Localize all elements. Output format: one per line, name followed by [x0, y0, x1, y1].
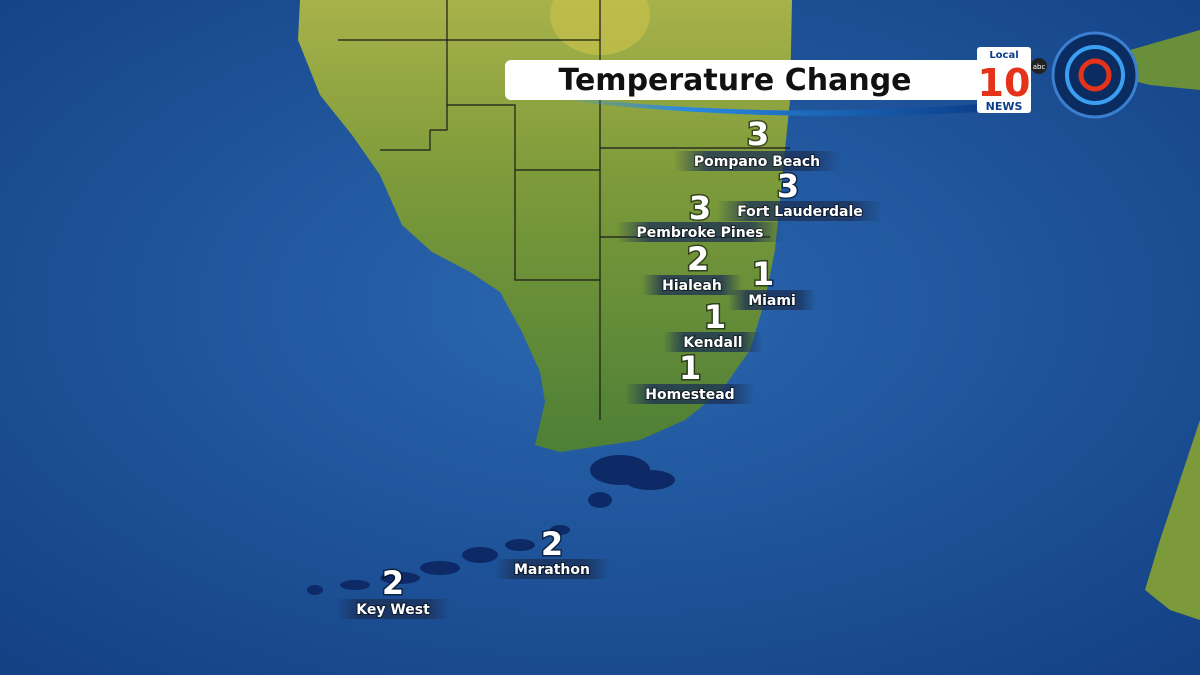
radar-core: [1078, 58, 1112, 92]
city-name: Key West: [356, 602, 430, 618]
temperature-change: 1: [704, 298, 726, 336]
logo-box: [977, 47, 1031, 113]
city-name: Fort Lauderdale: [737, 204, 863, 220]
bahamas-land: [1075, 30, 1200, 90]
station-logo: Local 10 NEWS abc: [977, 31, 1139, 119]
map-title: Temperature Change: [558, 63, 911, 98]
title-banner: Temperature Change: [505, 60, 985, 116]
radar-ring: [1065, 45, 1125, 105]
label-backdrop: [663, 332, 763, 352]
label-backdrop: [673, 151, 841, 171]
label-backdrop: [336, 599, 450, 619]
logo-number: 10: [978, 61, 1031, 105]
city-name: Homestead: [645, 387, 734, 403]
label-backdrop: [494, 559, 610, 579]
temperature-change: 2: [382, 564, 404, 602]
label-backdrop: [728, 290, 816, 310]
temperature-change: 1: [752, 255, 774, 293]
banner-swoosh: [560, 96, 980, 116]
city-name: Pompano Beach: [694, 154, 820, 170]
temperature-change: 1: [679, 349, 701, 387]
logo-top: Local: [989, 50, 1018, 61]
temperature-change: 3: [777, 167, 799, 205]
network-badge: [1031, 58, 1047, 74]
temperature-change: 3: [747, 115, 769, 153]
logo-bottom: NEWS: [986, 100, 1023, 113]
city-name: Marathon: [514, 562, 590, 578]
city-name: Kendall: [683, 335, 742, 351]
temperature-change: 3: [689, 189, 711, 227]
temperature-change: 2: [541, 525, 563, 563]
label-backdrop: [642, 275, 742, 295]
florida-keys: [307, 455, 675, 595]
city-name: Miami: [748, 293, 796, 309]
label-backdrop: [616, 222, 784, 242]
temperature-change: 2: [687, 240, 709, 278]
city-name: Hialeah: [662, 278, 722, 294]
label-backdrop: [625, 384, 755, 404]
label-backdrop: [717, 201, 883, 221]
city-name: Pembroke Pines: [636, 225, 763, 241]
banner-box: [505, 60, 985, 100]
network-name: abc: [1033, 63, 1046, 71]
bahamas-land: [1145, 420, 1200, 620]
